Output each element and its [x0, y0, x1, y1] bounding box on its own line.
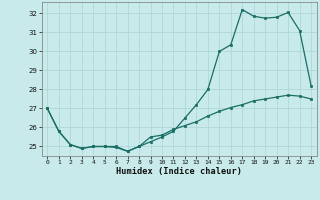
- X-axis label: Humidex (Indice chaleur): Humidex (Indice chaleur): [116, 167, 242, 176]
